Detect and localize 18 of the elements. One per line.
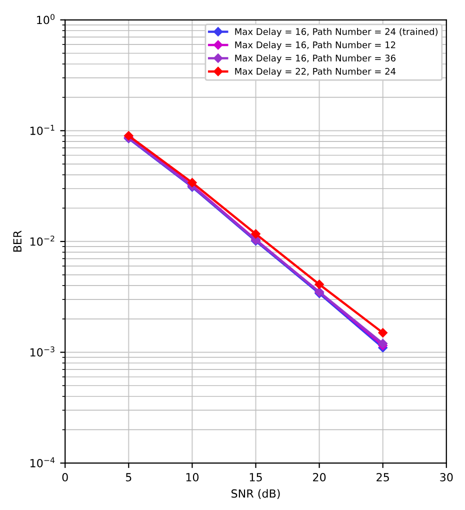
x-tick-label: 30: [440, 473, 453, 482]
legend-label: Max Delay = 16, Path Number = 36: [235, 54, 396, 64]
y-tick-label: 10$^{0}$: [37, 14, 54, 24]
x-tick-label: 20: [313, 473, 326, 482]
x-axis-title: SNR (dB): [232, 489, 280, 500]
x-tick-label: 5: [126, 473, 132, 482]
y-tick-label: 10$^{−2}$: [30, 236, 54, 246]
y-axis-title: BER: [13, 230, 22, 252]
x-tick-label: 10: [186, 473, 199, 482]
legend-label: Max Delay = 16, Path Number = 12: [235, 41, 396, 50]
legend-label: Max Delay = 22, Path Number = 24: [235, 68, 396, 77]
y-tick-label: 10$^{−3}$: [30, 346, 54, 357]
x-tick-label: 0: [62, 473, 68, 482]
y-tick-label: 10$^{−4}$: [30, 457, 55, 468]
legend-label: Max Delay = 16, Path Number = 24 (trained): [235, 28, 438, 37]
x-tick-label: 25: [376, 473, 389, 482]
x-tick-label: 15: [250, 473, 262, 482]
y-tick-label: 10$^{−1}$: [30, 124, 54, 135]
